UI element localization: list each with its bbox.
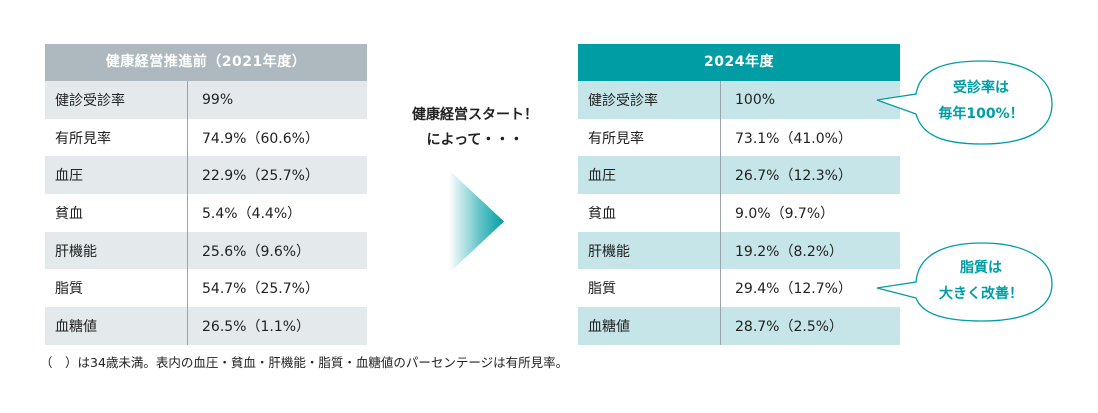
row-label: 血圧 xyxy=(578,156,721,195)
row-value: 29.4%（12.7%） xyxy=(735,281,852,298)
transition-line-1: 健康経営スタート！ xyxy=(412,107,538,123)
table-row: 血糖値 28.7%（2.5%） xyxy=(578,307,900,345)
row-label: 健診受診率 xyxy=(578,81,721,119)
table-row: 健診受診率 100% xyxy=(578,81,900,119)
before-table: 健康経営推進前（2021年度） 健診受診率 99% 有所見率 74.9%（60.… xyxy=(45,44,367,345)
row-value: 26.7%（12.3%） xyxy=(735,168,852,185)
table-row: 脂質 29.4%（12.7%） xyxy=(578,269,900,308)
row-label: 健診受診率 xyxy=(45,81,188,119)
row-label: 脂質 xyxy=(45,269,188,308)
table-row: 肝機能 25.6%（9.6%） xyxy=(45,231,367,270)
callout-text: 脂質は 大きく改善！ xyxy=(939,260,1023,302)
speech-bubble-icon xyxy=(876,242,1053,322)
row-label: 肝機能 xyxy=(578,231,721,270)
speech-bubble-icon xyxy=(876,60,1053,145)
table-row: 脂質 54.7%（25.7%） xyxy=(45,269,367,308)
row-label: 有所見率 xyxy=(45,118,188,157)
row-label: 血糖値 xyxy=(45,307,188,345)
table-row: 有所見率 73.1%（41.0%） xyxy=(578,118,900,157)
row-label: 貧血 xyxy=(578,194,721,232)
table-row: 貧血 5.4%（4.4%） xyxy=(45,194,367,232)
footnote: （ ）は34歳未満。表内の血圧・貧血・肝機能・脂質・血糖値のパーセンテージは有所… xyxy=(40,355,569,370)
row-label: 脂質 xyxy=(578,269,721,308)
row-value: 73.1%（41.0%） xyxy=(735,130,852,147)
row-value: 99% xyxy=(202,91,234,108)
row-value: 28.7%（2.5%） xyxy=(735,318,844,335)
row-value: 100% xyxy=(735,91,776,108)
row-value: 54.7%（25.7%） xyxy=(202,281,319,298)
table-row: 貧血 9.0%（9.7%） xyxy=(578,194,900,232)
before-table-title: 健康経営推進前（2021年度） xyxy=(45,44,367,81)
row-value: 25.6%（9.6%） xyxy=(202,243,311,260)
row-label: 血糖値 xyxy=(578,307,721,345)
gradient-triangle-right-icon xyxy=(449,170,504,273)
row-value: 19.2%（8.2%） xyxy=(735,243,844,260)
table-row: 血圧 22.9%（25.7%） xyxy=(45,156,367,195)
table-row: 血圧 26.7%（12.3%） xyxy=(578,156,900,195)
transition-line-2: によって・・・ xyxy=(426,132,524,148)
transition-text: 健康経営スタート！ によって・・・ xyxy=(400,103,550,153)
callout-bubble-checkup-rate: 受診率は 毎年100%！ xyxy=(872,58,1057,148)
row-label: 貧血 xyxy=(45,194,188,232)
row-value: 9.0%（9.7%） xyxy=(735,205,835,222)
row-label: 肝機能 xyxy=(45,231,188,270)
table-row: 血糖値 26.5%（1.1%） xyxy=(45,307,367,345)
callout-text: 受診率は 毎年100%！ xyxy=(938,80,1024,122)
row-value: 22.9%（25.7%） xyxy=(202,168,319,185)
after-table: 2024年度 健診受診率 100% 有所見率 73.1%（41.0%） 血圧 2… xyxy=(578,44,900,345)
callout-bubble-lipid: 脂質は 大きく改善！ xyxy=(872,240,1057,325)
row-value: 5.4%（4.4%） xyxy=(202,205,302,222)
row-value: 26.5%（1.1%） xyxy=(202,318,311,335)
table-row: 肝機能 19.2%（8.2%） xyxy=(578,231,900,270)
row-label: 有所見率 xyxy=(578,118,721,157)
row-value: 74.9%（60.6%） xyxy=(202,130,319,147)
table-row: 有所見率 74.9%（60.6%） xyxy=(45,118,367,157)
after-table-title: 2024年度 xyxy=(578,44,900,81)
row-label: 血圧 xyxy=(45,156,188,195)
table-row: 健診受診率 99% xyxy=(45,81,367,119)
